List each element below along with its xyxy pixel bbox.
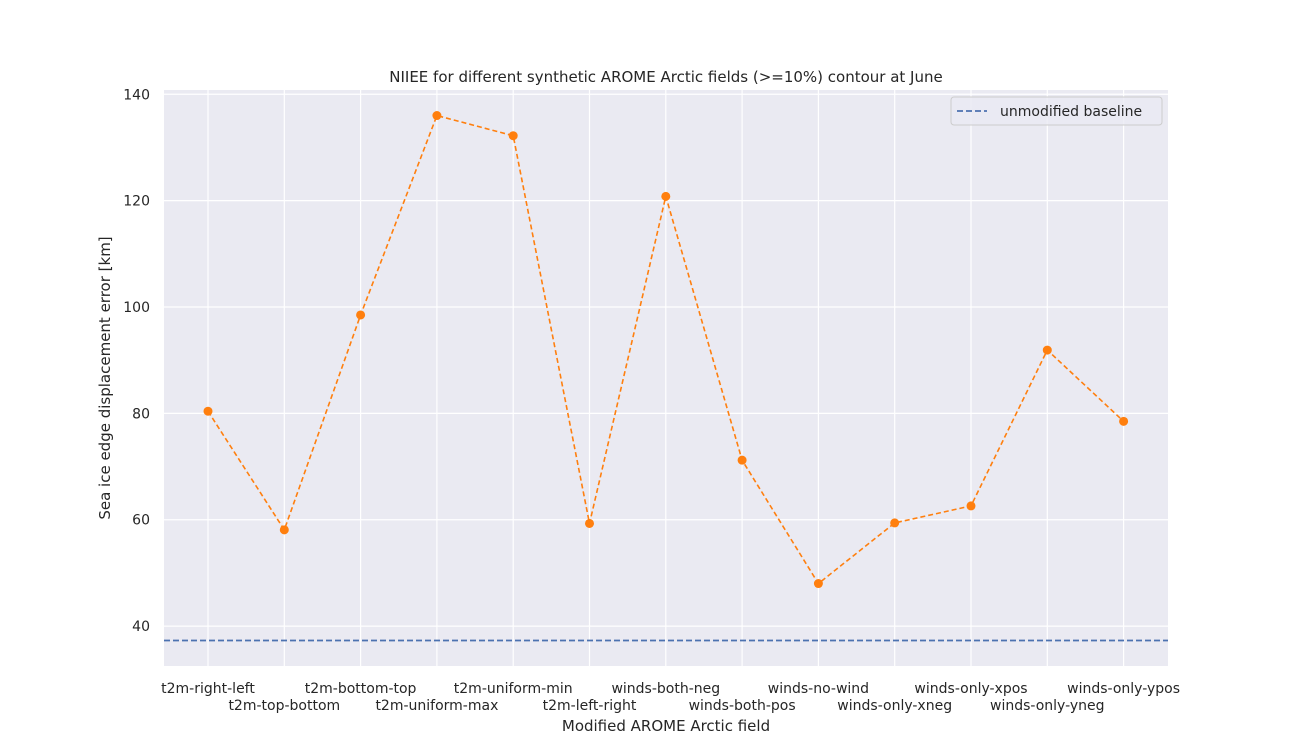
legend: unmodified baseline	[950, 96, 1163, 126]
x-tick-label: winds-both-neg	[611, 681, 720, 697]
data-point	[203, 406, 213, 416]
chart-title: NIIEE for different synthetic AROME Arct…	[389, 68, 942, 86]
data-point	[1042, 345, 1052, 355]
y-tick-label: 40	[132, 619, 150, 635]
y-ticks: 40 60 80 100 120 140	[123, 87, 150, 635]
data-point	[737, 455, 747, 465]
x-tick-label: t2m-top-bottom	[228, 698, 340, 714]
x-tick-label: t2m-uniform-max	[375, 698, 498, 714]
data-point	[508, 131, 518, 141]
data-point	[661, 191, 671, 201]
x-tick-label: winds-only-xneg	[837, 698, 952, 714]
y-tick-label: 120	[123, 194, 150, 210]
data-point	[966, 501, 976, 511]
y-axis-label: Sea ice edge displacement error [km]	[96, 236, 114, 519]
x-tick-label: winds-no-wind	[768, 681, 869, 697]
y-tick-label: 100	[123, 300, 150, 316]
data-point	[585, 518, 594, 528]
x-tick-label: winds-both-pos	[689, 698, 796, 714]
data-point	[432, 111, 442, 121]
y-tick-label: 140	[123, 87, 150, 103]
gridlines	[164, 90, 1168, 666]
x-tick-label: winds-only-ypos	[1067, 681, 1180, 697]
x-tick-label: t2m-bottom-top	[305, 681, 417, 697]
x-ticks: t2m-right-leftt2m-top-bottomt2m-bottom-t…	[161, 681, 1180, 714]
data-point	[813, 579, 823, 589]
x-tick-label: winds-only-xpos	[914, 681, 1027, 697]
y-tick-label: 60	[132, 513, 150, 529]
x-axis-label: Modified AROME Arctic field	[562, 717, 770, 735]
x-tick-label: t2m-left-right	[543, 698, 637, 714]
data-point	[1119, 416, 1129, 426]
legend-baseline-label: unmodified baseline	[1000, 104, 1142, 120]
x-tick-label: t2m-uniform-min	[454, 681, 573, 697]
data-point	[279, 525, 289, 535]
series-group	[203, 111, 1129, 589]
y-tick-label: 80	[132, 406, 150, 422]
data-point	[356, 310, 366, 320]
x-tick-label: winds-only-yneg	[990, 698, 1105, 714]
x-tick-label: t2m-right-left	[161, 681, 255, 697]
data-point	[890, 518, 900, 528]
legend-box	[950, 96, 1163, 126]
